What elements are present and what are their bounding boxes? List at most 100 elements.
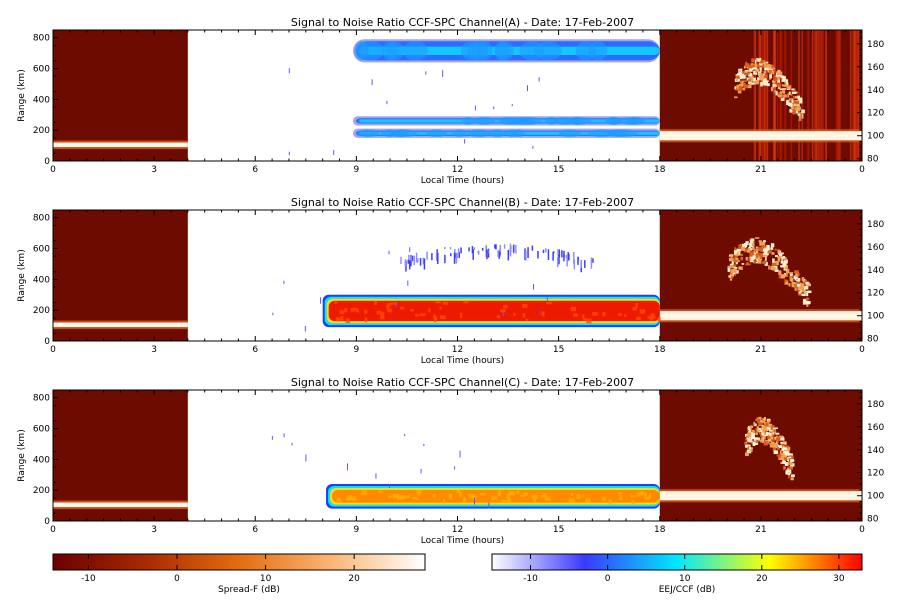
band-streak — [416, 258, 419, 263]
band-streak — [411, 255, 414, 262]
interference-streak — [807, 30, 810, 161]
x-tick-label: 3 — [151, 525, 157, 535]
band-streak — [565, 254, 568, 259]
plume-cell — [729, 276, 733, 281]
plume-cell — [734, 266, 738, 269]
plume-cell — [750, 431, 754, 435]
right-y-tick-label: 80 — [867, 155, 879, 165]
x-axis-label: Local Time (hours) — [421, 536, 504, 546]
plume-cell — [771, 64, 774, 69]
plume-cell — [738, 266, 743, 270]
plume-cell — [758, 416, 762, 419]
colorbar-label: EEJ/CCF (dB) — [659, 585, 716, 595]
band-texture — [468, 494, 475, 499]
plume-cell — [749, 429, 753, 433]
plume-cell — [743, 65, 746, 69]
y-tick-label: 0 — [44, 337, 50, 347]
band-texture — [433, 318, 437, 323]
band-texture — [649, 317, 654, 321]
plume-cell — [774, 248, 777, 251]
band-streak — [454, 249, 456, 256]
x-tick-label: 9 — [354, 525, 360, 535]
band-texture — [399, 306, 405, 310]
plume-cell — [753, 437, 757, 441]
band-texture — [473, 495, 477, 500]
plume-cell — [768, 440, 772, 442]
colorbar-eej-ccf: -10 0 10 20 30 EEJ/CCF (dB) — [491, 553, 863, 595]
x-tick-label: 18 — [654, 525, 666, 535]
plume-cell — [773, 68, 776, 73]
band-texture — [456, 490, 461, 494]
y-tick-label: 200 — [33, 126, 50, 136]
plume-cell — [795, 273, 798, 277]
plume-cell — [763, 248, 769, 252]
plume-cell — [807, 290, 812, 294]
band-streak — [458, 251, 461, 258]
plume-cell — [752, 441, 756, 446]
plume-cell — [761, 437, 764, 442]
plume-cell — [795, 100, 800, 105]
plume-cell — [761, 245, 765, 249]
band-texture — [516, 490, 520, 494]
plume-cell — [735, 261, 738, 265]
band-texture — [582, 314, 585, 319]
x-tick-label: 12 — [452, 165, 463, 175]
plume-cell — [731, 260, 734, 265]
plume-cell — [736, 84, 741, 88]
scatter-echo — [546, 297, 548, 302]
right-y-tick-label: 140 — [867, 86, 884, 96]
plume-cell — [779, 91, 782, 95]
band-streak — [561, 250, 563, 258]
band-blob — [489, 129, 506, 138]
plume-cell — [796, 94, 801, 98]
band-streak — [494, 244, 496, 249]
plume-cell — [788, 466, 793, 470]
plume-cell — [795, 107, 798, 110]
band-texture — [339, 310, 344, 315]
plume-cell — [764, 261, 768, 266]
plume-cell — [772, 436, 775, 441]
plume-cell — [790, 272, 793, 274]
band-texture — [624, 314, 627, 317]
scatter-echo — [272, 312, 274, 316]
band-streak — [542, 249, 545, 254]
plume-cell — [750, 79, 754, 82]
plume-cell — [768, 69, 773, 74]
band-streak — [572, 251, 575, 264]
band-streak — [419, 258, 422, 266]
scatter-echo — [444, 246, 446, 250]
plume-cell — [744, 71, 747, 73]
plume-cell — [760, 249, 763, 252]
plume-cell — [777, 78, 780, 83]
colorbar-tick-label: 30 — [833, 574, 845, 584]
echo-layer — [659, 129, 862, 143]
plume-cell — [741, 262, 745, 265]
colorbar-gradient — [52, 553, 426, 571]
plume-cell — [780, 451, 783, 455]
band-texture — [506, 493, 511, 499]
right-y-tick-label: 120 — [867, 109, 884, 119]
band-texture — [397, 495, 404, 500]
plume-cell — [790, 463, 795, 467]
plot-area — [53, 30, 862, 161]
plume-cell — [782, 456, 785, 460]
plume-cell — [770, 87, 774, 92]
plume-cell — [803, 285, 809, 290]
y-tick-label: 400 — [33, 275, 50, 285]
plume-cell — [781, 448, 787, 451]
scatter-echo — [409, 247, 411, 252]
band-streak — [404, 259, 407, 267]
interference-streak — [761, 30, 765, 161]
plume-cell — [788, 91, 791, 95]
plume-cell — [749, 76, 754, 80]
band-texture — [582, 317, 587, 321]
plume-cell — [768, 64, 772, 69]
plume-cell — [753, 261, 758, 264]
plume-cell — [757, 438, 760, 440]
plume-cell — [765, 61, 769, 64]
plume-cell — [794, 110, 799, 114]
right-y-tick-label: 180 — [867, 400, 884, 410]
plume-cell — [743, 80, 747, 82]
plume-cell — [777, 92, 780, 97]
plume-cell — [756, 425, 759, 430]
